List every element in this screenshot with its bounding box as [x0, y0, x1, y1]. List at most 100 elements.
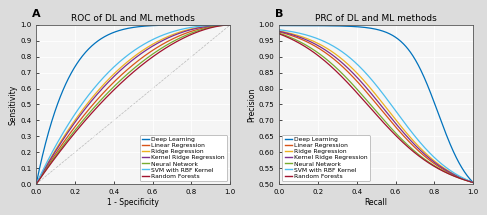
- Neural Network: [276, 32, 282, 35]
- Deep Learning: [466, 176, 471, 178]
- Deep Learning: [149, 24, 154, 27]
- SVM with RBF Kernel: [466, 179, 471, 182]
- SVM with RBF Kernel: [470, 181, 476, 184]
- Line: Kernel Ridge Regression: Kernel Ridge Regression: [279, 31, 473, 183]
- Line: Ridge Regression: Ridge Regression: [36, 25, 230, 184]
- Linear Regression: [370, 98, 375, 100]
- Line: Linear Regression: Linear Regression: [279, 32, 473, 183]
- Kernel Ridge Regression: [381, 108, 387, 111]
- Kernel Ridge Regression: [435, 164, 441, 166]
- Linear Regression: [276, 31, 282, 33]
- Linear Regression: [466, 180, 471, 182]
- Neural Network: [138, 61, 144, 64]
- Deep Learning: [138, 25, 144, 28]
- Y-axis label: Precision: Precision: [247, 87, 256, 122]
- Ridge Regression: [138, 50, 144, 53]
- SVM with RBF Kernel: [368, 78, 374, 81]
- Deep Learning: [227, 24, 233, 26]
- SVM with RBF Kernel: [381, 94, 387, 97]
- Neural Network: [470, 181, 476, 184]
- Deep Learning: [33, 183, 39, 185]
- Line: Deep Learning: Deep Learning: [36, 25, 230, 184]
- SVM with RBF Kernel: [192, 26, 198, 28]
- Deep Learning: [276, 24, 282, 27]
- SVM with RBF Kernel: [370, 79, 375, 82]
- Kernel Ridge Regression: [368, 92, 374, 95]
- Kernel Ridge Regression: [370, 94, 375, 96]
- SVM with RBF Kernel: [125, 54, 131, 56]
- Random Forests: [33, 183, 39, 185]
- Deep Learning: [435, 112, 441, 114]
- Neural Network: [149, 54, 154, 56]
- SVM with RBF Kernel: [149, 39, 154, 41]
- Kernel Ridge Regression: [138, 52, 144, 55]
- SVM with RBF Kernel: [276, 28, 282, 31]
- Ridge Regression: [466, 180, 471, 182]
- Linear Regression: [392, 124, 397, 127]
- Neural Network: [370, 106, 375, 108]
- Ridge Regression: [192, 27, 198, 29]
- Random Forests: [435, 167, 441, 170]
- Neural Network: [33, 183, 39, 185]
- Linear Regression: [227, 24, 233, 26]
- Neural Network: [368, 104, 374, 107]
- Ridge Regression: [149, 44, 154, 46]
- SVM with RBF Kernel: [138, 45, 144, 47]
- Title: ROC of DL and ML methods: ROC of DL and ML methods: [71, 14, 195, 23]
- Line: Neural Network: Neural Network: [36, 25, 230, 184]
- Random Forests: [368, 108, 374, 110]
- Neural Network: [192, 30, 198, 33]
- Random Forests: [381, 122, 387, 124]
- Ridge Regression: [276, 30, 282, 32]
- Linear Regression: [125, 68, 131, 70]
- Neural Network: [392, 131, 397, 133]
- Deep Learning: [470, 181, 476, 184]
- Linear Regression: [192, 29, 198, 31]
- Line: Neural Network: Neural Network: [279, 33, 473, 183]
- Text: B: B: [275, 9, 284, 18]
- Deep Learning: [381, 30, 387, 33]
- Random Forests: [392, 133, 397, 136]
- Neural Network: [223, 24, 228, 26]
- Kernel Ridge Regression: [125, 62, 131, 65]
- Ridge Regression: [392, 117, 397, 120]
- Random Forests: [223, 24, 228, 26]
- Kernel Ridge Regression: [223, 24, 228, 26]
- Linear Regression: [381, 112, 387, 115]
- Kernel Ridge Regression: [466, 180, 471, 182]
- Random Forests: [138, 64, 144, 67]
- Line: Linear Regression: Linear Regression: [36, 25, 230, 184]
- Line: SVM with RBF Kernel: SVM with RBF Kernel: [36, 25, 230, 184]
- Y-axis label: Sensitivity: Sensitivity: [8, 84, 18, 125]
- Random Forests: [149, 56, 154, 59]
- Ridge Regression: [435, 163, 441, 165]
- Kernel Ridge Regression: [470, 181, 476, 184]
- Text: A: A: [32, 9, 41, 18]
- Ridge Regression: [370, 89, 375, 92]
- Line: Deep Learning: Deep Learning: [279, 26, 473, 183]
- Deep Learning: [392, 35, 397, 38]
- Deep Learning: [368, 27, 374, 30]
- Linear Regression: [435, 165, 441, 167]
- Linear Regression: [470, 181, 476, 184]
- Ridge Regression: [227, 24, 233, 26]
- Kernel Ridge Regression: [149, 45, 154, 48]
- Legend: Deep Learning, Linear Regression, Ridge Regression, Kernel Ridge Regression, Neu: Deep Learning, Linear Regression, Ridge …: [282, 135, 370, 181]
- X-axis label: 1 - Specificity: 1 - Specificity: [107, 198, 159, 207]
- Neural Network: [227, 24, 233, 26]
- Ridge Regression: [223, 24, 228, 26]
- Deep Learning: [370, 27, 375, 30]
- Linear Regression: [368, 96, 374, 99]
- Random Forests: [276, 33, 282, 35]
- X-axis label: Recall: Recall: [365, 198, 388, 207]
- Linear Regression: [138, 57, 144, 60]
- Deep Learning: [127, 27, 132, 29]
- Kernel Ridge Regression: [33, 183, 39, 185]
- Ridge Regression: [470, 181, 476, 184]
- SVM with RBF Kernel: [33, 183, 39, 185]
- Ridge Regression: [33, 183, 39, 185]
- Title: PRC of DL and ML methods: PRC of DL and ML methods: [315, 14, 437, 23]
- Deep Learning: [192, 24, 198, 26]
- Kernel Ridge Regression: [276, 30, 282, 33]
- SVM with RBF Kernel: [227, 24, 233, 26]
